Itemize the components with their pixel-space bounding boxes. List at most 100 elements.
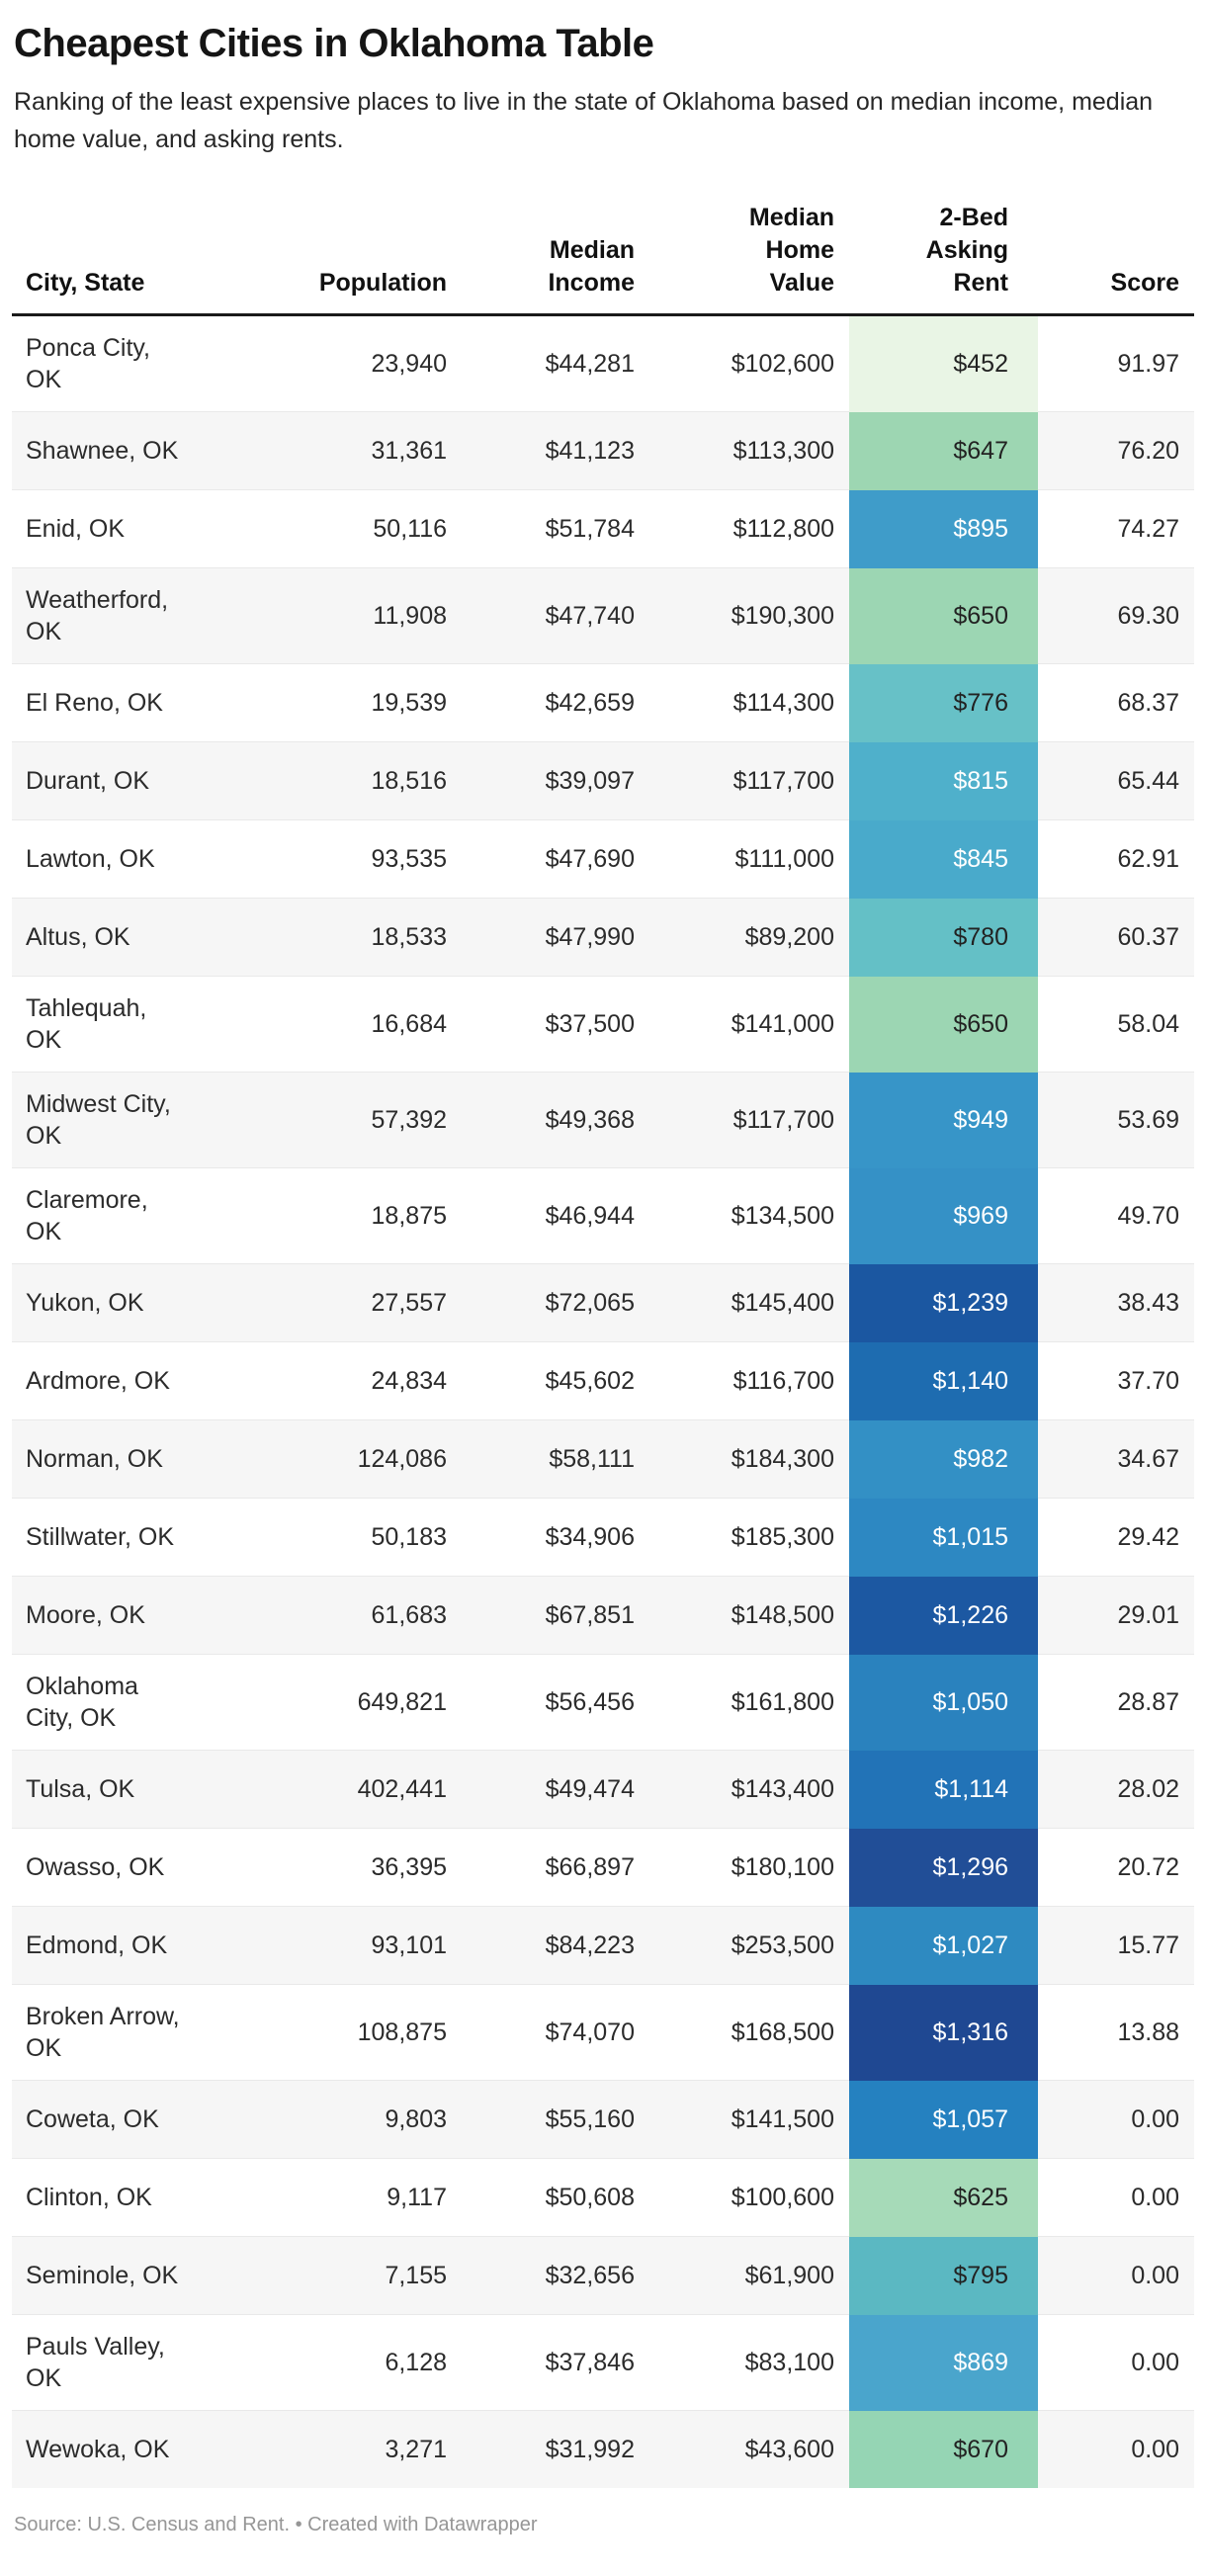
median-home-value-cell: $168,500 <box>649 1984 849 2081</box>
score-cell: 91.97 <box>1117 350 1179 378</box>
column-header-2-bed-asking-rent: 2-Bed Asking Rent <box>849 192 1038 316</box>
column-header-score: Score <box>1038 192 1194 316</box>
city-cell: Stillwater, OK <box>12 1498 200 1577</box>
city-cell: Coweta, OK <box>12 2080 200 2159</box>
score-cell: 65.44 <box>1038 741 1194 820</box>
rent-heatmap-cell: $969 <box>849 1167 1038 1264</box>
rent-heatmap-cell: $1,316 <box>849 1984 1038 2081</box>
population-cell: 24,834 <box>200 1341 462 1420</box>
rent-heatmap-cell: $1,057 <box>849 2080 1038 2159</box>
city-cell: Moore, OK <box>12 1576 200 1655</box>
city-cell: Shawnee, OK <box>12 411 200 490</box>
median-income-cell: $34,906 <box>462 1498 649 1577</box>
population-cell: 7,155 <box>200 2236 462 2315</box>
score-cell: 38.43 <box>1038 1263 1194 1342</box>
median-home-value-cell: $61,900 <box>649 2236 849 2315</box>
median-income-cell: $47,740 <box>462 567 649 664</box>
population-cell: 18,516 <box>200 741 462 820</box>
city-cell: Yukon, OK <box>12 1263 200 1342</box>
score-cell: 28.87 <box>1038 1654 1194 1751</box>
median-home-value-cell: $43,600 <box>649 2410 849 2488</box>
score-cell: 15.77 <box>1038 1906 1194 1985</box>
median-home-value-cell: $117,700 <box>649 741 849 820</box>
median-income-cell: $44,281 <box>545 350 635 378</box>
table-row: Tulsa, OK 402,441 $49,474 $143,400 $1,11… <box>12 1750 1194 1829</box>
score-cell: 74.27 <box>1038 489 1194 568</box>
median-income-cell: $47,990 <box>462 898 649 977</box>
median-income-cell: $55,160 <box>462 2080 649 2159</box>
city-cell: Tahlequah, OK <box>12 976 200 1073</box>
city-cell: Tulsa, OK <box>12 1750 200 1829</box>
median-home-value-cell: $111,000 <box>649 819 849 899</box>
table-row: Oklahoma City, OK 649,821 $56,456 $161,80… <box>12 1654 1194 1751</box>
column-header-median-home-value: Median Home Value <box>649 192 849 316</box>
median-income-cell: $51,784 <box>462 489 649 568</box>
score-cell: 53.69 <box>1038 1072 1194 1168</box>
page-subtitle: Ranking of the least expensive places to… <box>14 88 1154 153</box>
score-cell: 28.02 <box>1038 1750 1194 1829</box>
median-income-cell: $47,690 <box>462 819 649 899</box>
median-home-value-cell: $253,500 <box>649 1906 849 1985</box>
table-row: Shawnee, OK 31,361 $41,123 $113,300 $647… <box>12 411 1194 490</box>
table-row: Norman, OK 124,086 $58,111 $184,300 $982… <box>12 1419 1194 1499</box>
median-home-value-cell: $143,400 <box>649 1750 849 1829</box>
score-cell: 29.42 <box>1038 1498 1194 1577</box>
rent-heatmap-cell: $647 <box>849 411 1038 490</box>
score-cell: 0.00 <box>1038 2236 1194 2315</box>
rent-heatmap-cell: $1,027 <box>849 1906 1038 1985</box>
score-cell: 34.67 <box>1038 1419 1194 1499</box>
median-income-cell: $32,656 <box>462 2236 649 2315</box>
score-cell: 49.70 <box>1038 1167 1194 1264</box>
rent-heatmap-cell: $869 <box>849 2314 1038 2411</box>
table-row: Edmond, OK 93,101 $84,223 $253,500 $1,02… <box>12 1906 1194 1985</box>
city-cell: Owasso, OK <box>12 1828 200 1907</box>
rent-heatmap-cell: $1,015 <box>849 1498 1038 1577</box>
column-header-city-state: City, State <box>12 192 200 316</box>
median-home-value-cell: $117,700 <box>649 1072 849 1168</box>
median-home-value-cell: $134,500 <box>649 1167 849 1264</box>
median-income-cell: $49,474 <box>462 1750 649 1829</box>
score-cell: 0.00 <box>1038 2314 1194 2411</box>
city-cell: El Reno, OK <box>12 663 200 742</box>
population-cell: 27,557 <box>200 1263 462 1342</box>
median-home-value-cell: $145,400 <box>649 1263 849 1342</box>
median-home-value-cell: $185,300 <box>649 1498 849 1577</box>
rent-heatmap-cell: $949 <box>849 1072 1038 1168</box>
median-income-cell: $31,992 <box>462 2410 649 2488</box>
table-row: Seminole, OK 7,155 $32,656 $61,900 $795 … <box>12 2236 1194 2315</box>
city-cell: Norman, OK <box>12 1419 200 1499</box>
median-home-value-cell: $102,600 <box>731 350 834 378</box>
table-row: Coweta, OK 9,803 $55,160 $141,500 $1,057… <box>12 2080 1194 2159</box>
rent-heatmap-cell: $845 <box>849 819 1038 899</box>
city-cell: Claremore, OK <box>12 1167 200 1264</box>
population-cell: 108,875 <box>200 1984 462 2081</box>
median-home-value-cell: $184,300 <box>649 1419 849 1499</box>
score-cell: 29.01 <box>1038 1576 1194 1655</box>
population-cell: 93,101 <box>200 1906 462 1985</box>
median-income-cell: $46,944 <box>462 1167 649 1264</box>
population-cell: 9,803 <box>200 2080 462 2159</box>
rent-heatmap-cell: $650 <box>849 567 1038 664</box>
population-cell: 23,940 <box>371 350 447 378</box>
median-home-value-cell: $180,100 <box>649 1828 849 1907</box>
table-row: Wewoka, OK 3,271 $31,992 $43,600 $670 0.… <box>12 2410 1194 2488</box>
city-cell: Ardmore, OK <box>12 1341 200 1420</box>
page-title: Cheapest Cities in Oklahoma Table <box>14 22 654 65</box>
score-cell: 62.91 <box>1038 819 1194 899</box>
score-cell: 76.20 <box>1038 411 1194 490</box>
city-cell: Altus, OK <box>12 898 200 977</box>
column-header-population: Population <box>200 192 462 316</box>
city-cell: Broken Arrow, OK <box>12 1984 200 2081</box>
population-cell: 11,908 <box>200 567 462 664</box>
population-cell: 6,128 <box>200 2314 462 2411</box>
table-row: Yukon, OK 27,557 $72,065 $145,400 $1,239… <box>12 1263 1194 1342</box>
median-home-value-cell: $114,300 <box>649 663 849 742</box>
median-income-cell: $49,368 <box>462 1072 649 1168</box>
median-home-value-cell: $116,700 <box>649 1341 849 1420</box>
city-cell: Oklahoma City, OK <box>12 1654 200 1751</box>
population-cell: 36,395 <box>200 1828 462 1907</box>
median-home-value-cell: $83,100 <box>649 2314 849 2411</box>
median-home-value-cell: $141,500 <box>649 2080 849 2159</box>
rent-heatmap-cell: $1,226 <box>849 1576 1038 1655</box>
rent-heatmap-cell: $795 <box>849 2236 1038 2315</box>
